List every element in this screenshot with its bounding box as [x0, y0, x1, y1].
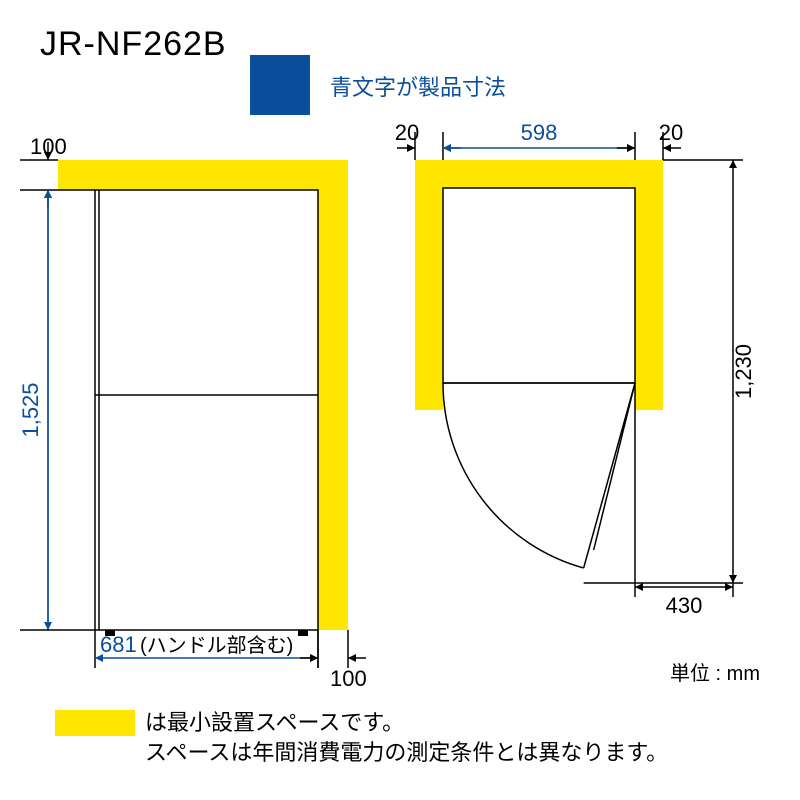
legend-yellow-swatch	[55, 710, 135, 736]
dim-top-width: 598	[521, 120, 558, 145]
dimension-diagram: JR-NF262B 青文字が製品寸法 100 1,525 681(ハンドル部含む) 100…	[0, 0, 800, 800]
dim-top-depth: 1,230	[731, 344, 756, 399]
dim-top-front-clearance: 430	[666, 593, 703, 618]
front-fridge	[95, 190, 318, 630]
units-label: 単位 : mm	[670, 662, 760, 685]
dim-front-height: 1,525	[18, 382, 43, 437]
dim-top-gap-right: 20	[659, 120, 683, 145]
door-swing-arc	[443, 383, 584, 568]
top-fridge	[443, 188, 635, 383]
dim-front-top-gap: 100	[30, 134, 67, 159]
legend-blue-swatch	[250, 55, 310, 115]
legend-yellow-text: は最小設置スペースです。	[145, 710, 404, 735]
dim-top-gap-left: 20	[395, 120, 419, 145]
dim-front-width: 681	[100, 632, 137, 657]
svg-text:JR-NF262B: JR-NF262B	[40, 25, 227, 63]
dim-front-width-note: (ハンドル部含む)	[140, 634, 293, 657]
legend-note: スペースは年間消費電力の測定条件とは異なります。	[145, 740, 668, 765]
dim-front-right-gap: 100	[330, 666, 367, 691]
legend-blue-text: 青文字が製品寸法	[330, 75, 506, 100]
